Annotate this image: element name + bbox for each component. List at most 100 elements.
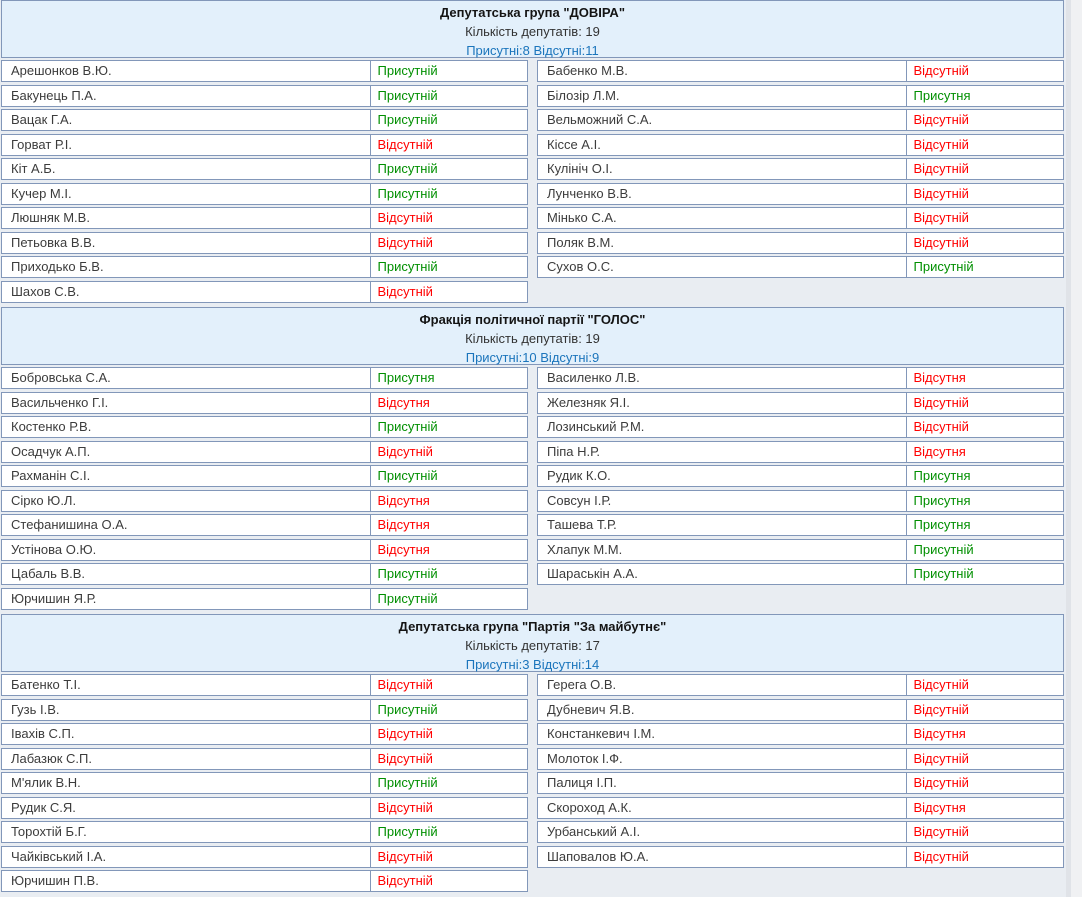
deputy-row: Вельможний С.А. Відсутній	[537, 109, 1064, 131]
deputy-status: Відсутній	[905, 110, 1064, 130]
deputy-status: Відсутній	[905, 61, 1064, 81]
deputy-group-section: Фракція політичної партії "ГОЛОС" Кількі…	[0, 307, 1066, 612]
deputy-status: Відсутній	[905, 417, 1064, 437]
deputy-column-right: Бабенко М.В. Відсутній Білозір Л.М. Прис…	[537, 60, 1064, 281]
deputy-row: Лозинський Р.М. Відсутній	[537, 416, 1064, 438]
deputy-group-section: Депутатська група "Партія "За майбутнє" …	[0, 614, 1066, 895]
deputy-status: Відсутній	[369, 846, 528, 867]
group-title: Фракція політичної партії "ГОЛОС"	[419, 312, 646, 327]
deputy-row: Приходько Б.В. Присутній	[1, 256, 528, 278]
deputy-row: Рахманін С.І. Присутній	[1, 465, 528, 487]
deputy-name: Петьовка В.В.	[11, 234, 96, 250]
deputy-row: Василенко Л.В. Відсутня	[537, 367, 1064, 389]
deputy-row: Совсун І.Р. Присутня	[537, 489, 1064, 512]
deputy-name: Вацак Г.А.	[11, 112, 73, 127]
deputy-row: М'ялик В.Н. Присутній	[1, 772, 528, 794]
deputy-status: Присутній	[369, 61, 528, 81]
deputy-name: Бакунець П.А.	[11, 87, 97, 103]
deputy-row: Гузь І.В. Присутній	[1, 698, 528, 721]
deputy-name: Кучер М.І.	[11, 185, 72, 201]
deputy-name: Сухов О.С.	[547, 259, 614, 274]
deputy-name: М'ялик В.Н.	[11, 775, 81, 790]
deputy-row: Батенко Т.І. Відсутній	[1, 674, 528, 696]
deputy-status: Присутня	[369, 368, 528, 388]
deputy-status: Присутній	[369, 564, 528, 584]
deputy-status: Відсутній	[369, 208, 528, 228]
deputy-row: Піпа Н.Р. Відсутня	[537, 440, 1064, 463]
deputy-name: Василенко Л.В.	[547, 370, 640, 385]
deputy-name: Шараськін А.А.	[547, 566, 638, 581]
deputy-row: Костенко Р.В. Присутній	[1, 416, 528, 438]
deputy-row: Горват Р.І. Відсутній	[1, 133, 528, 156]
deputy-name: Дубневич Я.В.	[547, 701, 635, 717]
deputy-status: Відсутній	[905, 232, 1064, 253]
deputy-row: Лабазюк С.П. Відсутній	[1, 747, 528, 770]
deputy-name: Палиця І.П.	[547, 775, 617, 790]
deputy-row: Поляк В.М. Відсутній	[537, 231, 1064, 254]
deputy-row: Рудик К.О. Присутня	[537, 465, 1064, 487]
deputy-row: Івахів С.П. Відсутній	[1, 723, 528, 745]
deputy-status: Присутній	[369, 822, 528, 842]
deputy-name: Юрчишин Я.Р.	[11, 590, 97, 606]
deputy-column-left: Батенко Т.І. Відсутній Гузь І.В. Присутн…	[1, 674, 528, 895]
deputy-status: Відсутня	[905, 441, 1064, 462]
deputy-name: Кіссе А.І.	[547, 136, 601, 152]
deputy-row: Рудик С.Я. Відсутній	[1, 796, 528, 819]
deputy-row: Ташева Т.Р. Присутня	[537, 514, 1064, 536]
deputy-name: Арешонков В.Ю.	[11, 63, 112, 78]
group-header: Депутатська група "ДОВІРА" Кількість деп…	[1, 0, 1064, 58]
deputy-row: Мінько С.А. Відсутній	[537, 207, 1064, 229]
deputy-name: Кіт А.Б.	[11, 161, 56, 176]
deputy-row: Білозір Л.М. Присутня	[537, 84, 1064, 107]
deputy-status: Присутній	[369, 466, 528, 486]
deputy-row: Палиця І.П. Відсутній	[537, 772, 1064, 794]
group-columns: Арешонков В.Ю. Присутній Бакунець П.А. П…	[1, 60, 1066, 305]
deputy-row: Петьовка В.В. Відсутній	[1, 231, 528, 254]
deputy-name: Констанкевич І.М.	[547, 726, 655, 741]
deputy-status: Присутній	[369, 183, 528, 204]
deputy-row: Сухов О.С. Присутній	[537, 256, 1064, 278]
deputy-name: Лунченко В.В.	[547, 185, 632, 201]
deputy-status: Присутній	[369, 588, 528, 609]
group-header: Фракція політичної партії "ГОЛОС" Кількі…	[1, 307, 1064, 365]
deputy-status: Присутній	[369, 773, 528, 793]
deputy-status: Присутній	[369, 699, 528, 720]
group-header: Депутатська група "Партія "За майбутнє" …	[1, 614, 1064, 672]
deputy-status: Відсутній	[905, 699, 1064, 720]
deputy-name: Хлапук М.М.	[547, 541, 623, 557]
deputy-status: Відсутній	[369, 871, 528, 891]
deputy-column-right: Василенко Л.В. Відсутня Железняк Я.І. Ві…	[537, 367, 1064, 588]
deputy-status: Відсутній	[905, 846, 1064, 867]
deputy-name: Чайківський І.А.	[11, 848, 107, 864]
deputy-row: Юрчишин Я.Р. Присутній	[1, 587, 528, 610]
deputy-row: Скороход А.К. Відсутня	[537, 796, 1064, 819]
deputy-name: Гузь І.В.	[11, 701, 60, 717]
deputy-name: Юрчишин П.В.	[11, 873, 99, 888]
deputy-row: Юрчишин П.В. Відсутній	[1, 870, 528, 892]
group-deputy-count: Кількість депутатів: 19	[465, 331, 600, 346]
group-deputy-count: Кількість депутатів: 17	[465, 638, 600, 653]
deputy-name: Скороход А.К.	[547, 799, 632, 815]
group-presence-stats: Присутні:8 Відсутні:11	[466, 43, 599, 58]
deputy-row: Устінова О.Ю. Відсутня	[1, 538, 528, 561]
deputy-name: Совсун І.Р.	[547, 492, 612, 508]
deputy-row: Люшняк М.В. Відсутній	[1, 207, 528, 229]
deputy-name: Батенко Т.І.	[11, 677, 81, 692]
deputy-status: Відсутня	[369, 515, 528, 535]
deputy-row: Стефанишина О.А. Відсутня	[1, 514, 528, 536]
group-columns: Батенко Т.І. Відсутній Гузь І.В. Присутн…	[1, 674, 1066, 895]
deputy-column-left: Арешонков В.Ю. Присутній Бакунець П.А. П…	[1, 60, 528, 305]
deputy-name: Торохтій Б.Г.	[11, 824, 87, 839]
deputy-name: Железняк Я.І.	[547, 394, 630, 410]
deputy-row: Шаповалов Ю.А. Відсутній	[537, 845, 1064, 868]
deputy-row: Констанкевич І.М. Відсутня	[537, 723, 1064, 745]
deputy-status: Відсутній	[369, 748, 528, 769]
deputy-name: Приходько Б.В.	[11, 259, 104, 274]
deputy-column-right: Герега О.В. Відсутній Дубневич Я.В. Відс…	[537, 674, 1064, 870]
deputy-name: Устінова О.Ю.	[11, 541, 97, 557]
deputy-row: Бабенко М.В. Відсутній	[537, 60, 1064, 82]
deputy-name: Бабенко М.В.	[547, 63, 628, 78]
deputy-status: Відсутній	[905, 822, 1064, 842]
deputy-row: Шахов С.В. Відсутній	[1, 280, 528, 303]
